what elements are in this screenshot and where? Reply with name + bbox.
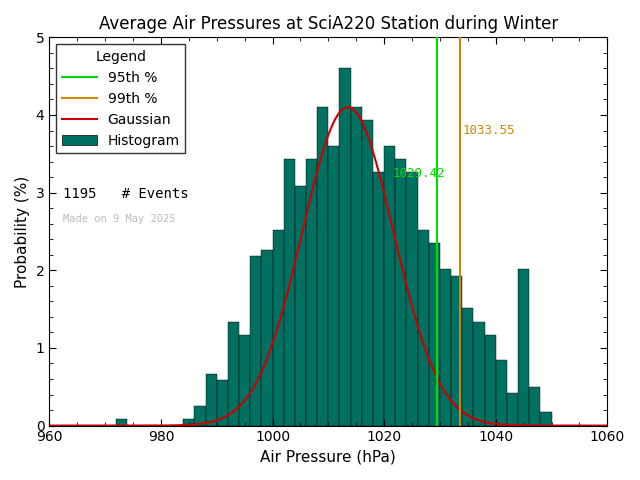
Bar: [261, 250, 273, 426]
Bar: [273, 230, 284, 426]
Bar: [373, 172, 384, 426]
Bar: [451, 276, 462, 426]
Title: Average Air Pressures at SciA220 Station during Winter: Average Air Pressures at SciA220 Station…: [99, 15, 558, 33]
Bar: [317, 107, 328, 426]
Bar: [351, 107, 362, 426]
Bar: [496, 360, 507, 426]
Bar: [518, 269, 529, 426]
X-axis label: Air Pressure (hPa): Air Pressure (hPa): [260, 450, 396, 465]
Bar: [217, 380, 228, 426]
Text: Made on 9 May 2025: Made on 9 May 2025: [63, 214, 176, 224]
Bar: [116, 420, 127, 426]
Bar: [284, 159, 295, 426]
Bar: [339, 68, 351, 426]
Bar: [540, 412, 552, 426]
Bar: [418, 230, 429, 426]
Bar: [306, 159, 317, 426]
Bar: [195, 406, 205, 426]
Bar: [362, 120, 373, 426]
Bar: [474, 322, 484, 426]
Bar: [484, 335, 496, 426]
Bar: [507, 393, 518, 426]
Bar: [205, 373, 217, 426]
Bar: [462, 308, 474, 426]
Text: 1195   # Events: 1195 # Events: [63, 188, 189, 202]
Bar: [396, 159, 406, 426]
Bar: [406, 172, 418, 426]
Text: 1029.42: 1029.42: [392, 167, 445, 180]
Bar: [529, 387, 540, 426]
Bar: [429, 243, 440, 426]
Bar: [440, 269, 451, 426]
Legend: 95th %, 99th %, Gaussian, Histogram: 95th %, 99th %, Gaussian, Histogram: [56, 44, 186, 153]
Bar: [295, 186, 306, 426]
Bar: [228, 322, 239, 426]
Y-axis label: Probability (%): Probability (%): [15, 175, 30, 288]
Bar: [250, 256, 261, 426]
Bar: [183, 420, 195, 426]
Bar: [328, 146, 339, 426]
Bar: [239, 335, 250, 426]
Bar: [384, 146, 396, 426]
Text: 1033.55: 1033.55: [463, 124, 515, 137]
